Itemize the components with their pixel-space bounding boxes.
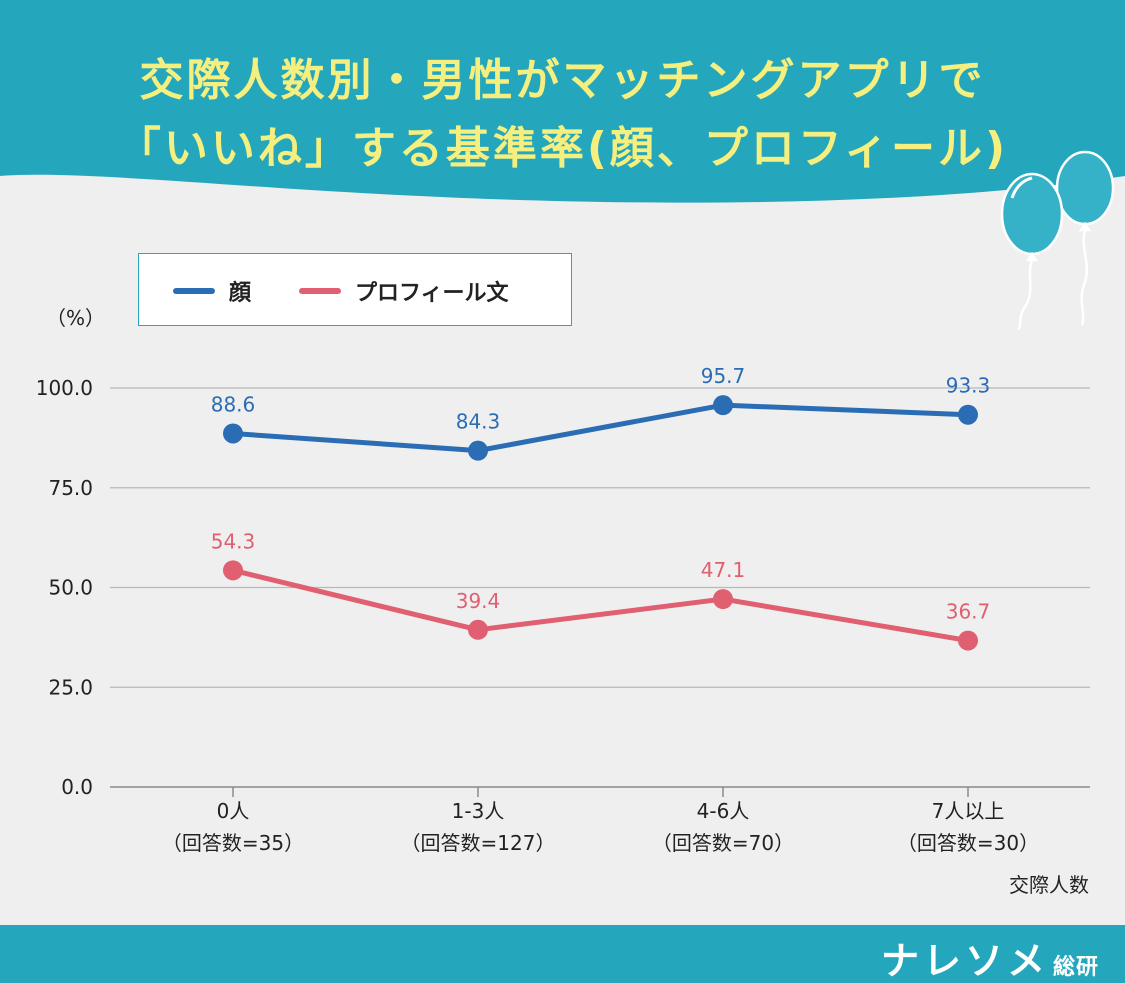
data-label: 88.6 [211,392,256,416]
y-axis-unit-label: （%） [46,306,106,330]
brand-name: ナレソメ [880,939,1049,983]
y-tick-label: 75.0 [48,476,93,500]
legend-item-face: 顔 [173,254,251,327]
data-label: 47.1 [701,558,746,582]
data-point [223,423,243,444]
x-tick-sublabel: （回答数=70） [652,831,794,855]
x-axis-title: 交際人数 [1009,873,1089,897]
data-label: 39.4 [456,589,501,613]
y-tick-label: 0.0 [61,775,93,799]
balloons-icon [1000,150,1115,330]
data-point [223,560,243,581]
x-tick-label: 4-6人 [697,799,750,823]
data-point [958,404,978,425]
data-point [958,630,978,651]
legend-label-face: 顔 [229,280,252,306]
data-point [468,440,488,461]
x-tick-label: 0人 [217,799,250,823]
x-tick-sublabel: （回答数=35） [162,831,304,855]
data-label: 95.7 [701,364,746,388]
series-line-face [232,402,969,454]
data-label: 93.3 [946,374,991,398]
y-tick-label: 50.0 [48,576,93,600]
legend-label-profile: プロフィール文 [355,280,509,306]
y-tick-label: 25.0 [48,675,93,699]
legend-item-profile: プロフィール文 [299,254,509,327]
x-tick-label: 7人以上 [932,799,1005,823]
title-line-1: 交際人数別・男性がマッチングアプリで [139,55,986,106]
brand-subtitle: 総研 [1052,955,1099,980]
data-label: 54.3 [211,529,256,553]
legend-swatch-face [173,287,215,294]
line-chart: 0.0 25.0 50.0 75.0 100.0 0人 （回答数=35） 1-3人 （回答数=1… [36,364,1090,855]
data-label: 84.3 [456,410,501,434]
x-tick-label: 1-3人 [452,799,505,823]
chart-legend: 顔 プロフィール文 [138,253,572,326]
data-label: 36.7 [946,600,991,624]
x-tick-sublabel: （回答数=127） [401,831,556,855]
header-background [0,0,1125,203]
title-line-2: 「いいね」する基準率(顔、プロフィール) [116,123,1009,174]
series-line-profile [232,567,969,644]
data-point [713,395,733,416]
brand-logo: ナレソメ 総研 [881,930,1099,983]
x-tick-sublabel: （回答数=30） [897,831,1039,855]
footer-bar [0,925,1125,983]
y-tick-label: 100.0 [36,376,93,400]
header-banner [0,0,1125,330]
data-point [468,619,488,640]
legend-swatch-profile [299,287,341,294]
data-point [713,589,733,610]
